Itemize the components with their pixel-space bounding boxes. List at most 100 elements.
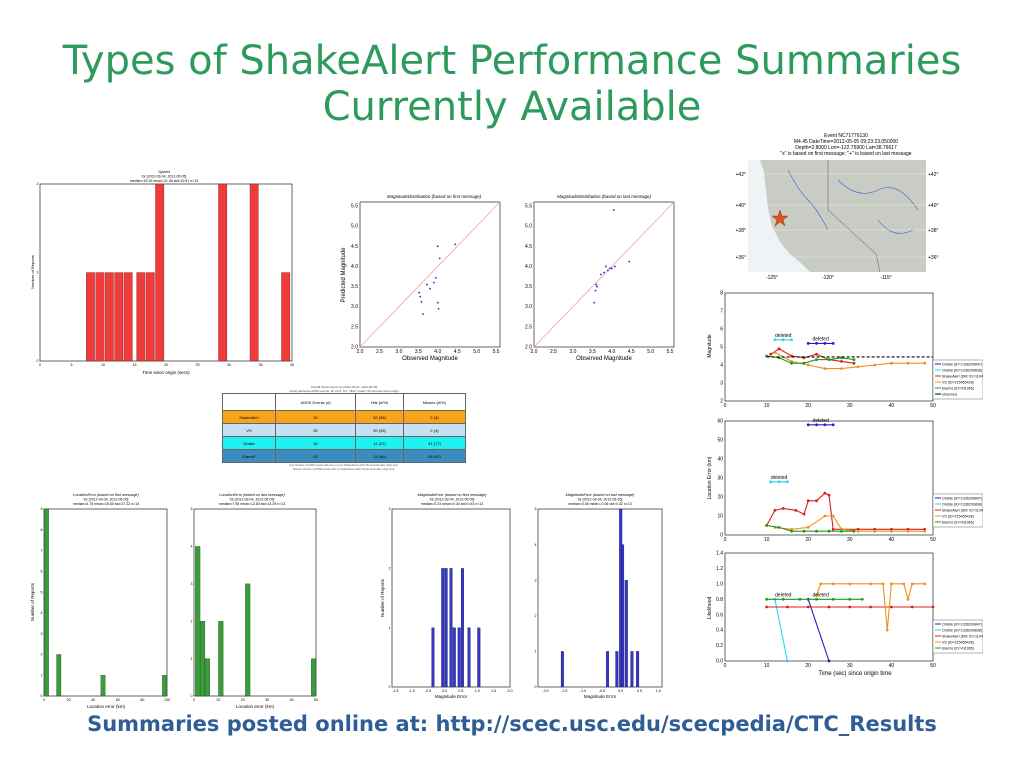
performance-table-block: Overall Performance for [2012-03-01, 201… <box>222 385 467 480</box>
x-tick-label: -1.0 <box>409 689 415 693</box>
y-tick-label: 6 <box>41 570 43 574</box>
series-marker <box>827 605 831 609</box>
y-tick-label: 3.5 <box>351 284 358 290</box>
y-tick-label: 7 <box>41 549 43 553</box>
x-tick-label: 3.0 <box>395 349 402 355</box>
map-lon-label: -125° <box>766 275 778 281</box>
x-tick-label: 2.5 <box>376 349 383 355</box>
series-marker <box>786 659 789 663</box>
series-marker <box>773 508 777 512</box>
x-tick-label: 10 <box>764 537 770 543</box>
histogram-bar <box>467 627 471 688</box>
legend-box <box>932 619 983 654</box>
y-tick-label: 2 <box>41 653 43 657</box>
speed-ylabel: Number of Reports <box>30 255 35 289</box>
series-line <box>766 355 855 364</box>
x-tick-label: 40 <box>889 663 895 669</box>
y-tick-label: 40 <box>717 457 723 463</box>
series-marker <box>806 499 810 503</box>
series-marker <box>815 342 818 345</box>
table-cell: 2 (4) <box>402 410 467 424</box>
x-tick-label: 20 <box>805 663 811 669</box>
mag-dist-first-svg: MagnitudeDistribution (based on first me… <box>341 194 501 362</box>
x-tick-label: 4.0 <box>608 349 615 355</box>
series-marker <box>802 529 806 533</box>
x-tick-label: 50 <box>930 537 936 543</box>
x-tick-label: 20 <box>805 537 811 543</box>
table-cell: VS <box>222 423 276 437</box>
series-marker <box>831 597 835 601</box>
series-marker <box>856 529 860 533</box>
mag-last-identity-line <box>533 201 675 348</box>
legend-label: observed <box>942 393 957 397</box>
series-marker <box>923 582 927 586</box>
loc-first-ylabel: Number of Reports <box>30 582 35 621</box>
x-tick-label: 4.5 <box>628 349 635 355</box>
x-tick-label: 3.5 <box>415 349 422 355</box>
y-tick-label: 4.5 <box>525 244 532 250</box>
y-tick-label: 3 <box>191 582 193 586</box>
x-tick-label: 0 <box>193 698 195 702</box>
y-tick-label: 1.4 <box>716 551 723 557</box>
table-caption-1: Overall Performance for [2012-03-01, 201… <box>310 385 378 389</box>
speed-subtitle-2: median=19.00 mean=21.46 std=10.91 n=13 <box>130 179 198 183</box>
scatter-point <box>436 301 439 304</box>
map-lat-label-right: +36° <box>928 255 938 261</box>
histogram-bar <box>452 627 456 688</box>
map-line2: M4.45 DateTime=2012-05-05 09:23:23.05000… <box>794 139 898 145</box>
legend-label: OnSite (ID=1336209838) <box>942 369 982 373</box>
histogram-bar <box>249 183 259 362</box>
event-map-svg: Event NC71776130 M4.45 DateTime=2012-05-… <box>736 133 939 281</box>
magerr-first-xlabel: Magnitude Error <box>435 694 468 699</box>
y-tick-label: 1 <box>37 271 39 275</box>
series-marker <box>765 605 768 609</box>
mag-last-frame <box>533 201 675 348</box>
x-tick-label: 30 <box>847 403 853 409</box>
series-marker <box>777 480 781 484</box>
series-marker <box>831 423 835 427</box>
x-tick-label: 1.0 <box>656 689 661 693</box>
legend-box <box>932 493 983 528</box>
table-header-row: ANSS Events (#) Hits (#/%) Misses (#/%) <box>222 393 467 411</box>
y-tick-label: 3.0 <box>351 304 358 310</box>
x-tick-label: 3.5 <box>589 349 596 355</box>
map-state-border <box>827 160 881 273</box>
y-tick-label: 4 <box>535 543 537 547</box>
series-marker <box>881 582 885 586</box>
series-line <box>766 492 925 530</box>
series-line <box>774 599 788 662</box>
series-marker <box>806 526 810 529</box>
x-tick-label: 30 <box>265 698 269 702</box>
x-tick-label: 4.0 <box>434 349 441 355</box>
y-tick-label: 0 <box>720 533 723 539</box>
scatter-point <box>422 313 424 315</box>
x-tick-label: 100 <box>164 698 170 702</box>
histogram-bar <box>204 658 210 697</box>
x-tick-label: 0 <box>724 537 727 543</box>
speed-title: Speed <box>158 169 170 174</box>
x-tick-label: 50 <box>930 663 936 669</box>
table-header-cell: Misses (#/%) <box>402 393 467 411</box>
histogram-bar <box>621 544 625 688</box>
ts-mag-ylabel: Magnitude <box>707 334 713 358</box>
y-tick-label: 1.2 <box>716 566 723 572</box>
series-marker <box>802 512 806 516</box>
series-marker <box>823 423 827 427</box>
series-marker <box>815 499 818 503</box>
table-header-cell <box>222 393 276 411</box>
loc-first-sub1: for [2012-03-04, 2012-05-05] <box>84 498 129 502</box>
table-cell: ShakeAlert <box>222 410 276 424</box>
series-marker <box>815 358 818 361</box>
series-line <box>816 583 925 631</box>
series-marker <box>873 529 877 533</box>
table-cell: 24 (46) <box>355 449 404 463</box>
y-tick-label: 5 <box>41 590 43 594</box>
loc-last-title: LocationError (based on last message) <box>219 493 285 497</box>
scatter-point <box>613 265 616 268</box>
x-tick-label: 50 <box>314 698 318 702</box>
y-tick-label: 3.0 <box>525 304 532 310</box>
y-tick-label: 0.0 <box>716 659 723 665</box>
scatter-point <box>596 285 598 288</box>
y-tick-label: 1 <box>191 657 193 661</box>
y-tick-label: 2 <box>37 182 39 186</box>
